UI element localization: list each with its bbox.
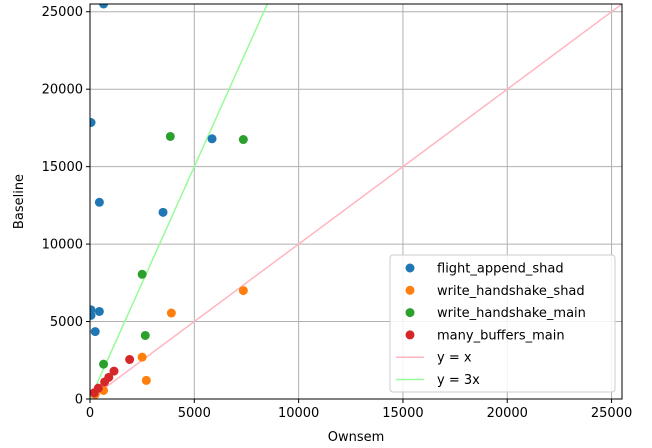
point-many_buffers_main-1 (109, 366, 119, 376)
point-write_handshake_main-0 (165, 131, 175, 141)
legend-marker-flight_append_shad (405, 263, 415, 273)
point-write_handshake_main-1 (238, 135, 248, 145)
legend-marker-write_handshake_shad (405, 285, 415, 295)
x-tick-label-3: 15000 (382, 406, 423, 421)
legend-marker-many_buffers_main (405, 330, 415, 340)
y-axis-label: Baseline (12, 174, 27, 229)
legend-label-line-2: y = 3x (437, 373, 480, 388)
y-tick-label-5: 25000 (42, 5, 83, 20)
x-axis-ticks: 0 5000 10000 15000 20000 25000 (86, 399, 632, 421)
point-flight_append_shad-1 (90, 118, 96, 127)
data-points (90, 4, 248, 399)
point-many_buffers_main-5 (90, 388, 99, 398)
point-write_handshake_shad-2 (137, 352, 147, 362)
x-tick-label-0: 0 (86, 406, 94, 421)
point-write_handshake_shad-0 (238, 286, 248, 296)
legend-marker-write_handshake_main (405, 308, 415, 318)
x-tick-label-4: 20000 (487, 406, 528, 421)
reference-lines (90, 4, 622, 399)
legend-label-write_handshake_main: write_handshake_main (437, 306, 586, 321)
point-write_handshake_main-3 (140, 330, 150, 340)
x-tick-label-2: 10000 (278, 406, 319, 421)
y-tick-label-0: 0 (75, 393, 83, 408)
point-write_handshake_main-4 (99, 359, 109, 369)
y-axis-ticks: 0 5000 10000 15000 20000 25000 (42, 5, 90, 408)
y-tick-label-2: 10000 (42, 238, 83, 253)
point-write_handshake_shad-3 (141, 375, 151, 385)
x-tick-label-1: 5000 (178, 406, 211, 421)
plot-frame (89, 3, 623, 400)
reference-line-1 (90, 4, 622, 399)
x-tick-label-5: 25000 (591, 406, 632, 421)
point-flight_append_shad-2 (207, 134, 217, 144)
x-axis-label: Ownsem (328, 430, 385, 445)
point-flight_append_shad-4 (158, 207, 168, 217)
point-write_handshake_main-2 (137, 269, 147, 279)
reference-line-2 (90, 4, 269, 399)
legend-label-flight_append_shad: flight_append_shad (437, 262, 564, 277)
point-many_buffers_main-0 (125, 355, 135, 364)
legend: flight_append_shad write_handshake_shadwr… (389, 254, 616, 393)
point-flight_append_shad-7 (90, 327, 100, 337)
legend-label-line-1: y = x (437, 351, 472, 366)
point-flight_append_shad-0 (99, 4, 109, 9)
point-write_handshake_shad-1 (166, 308, 176, 318)
y-tick-label-3: 15000 (42, 160, 83, 175)
point-flight_append_shad-3 (94, 197, 104, 207)
legend-box (389, 254, 616, 393)
point-many_buffers_main-3 (100, 377, 110, 387)
y-tick-label-4: 20000 (42, 83, 83, 98)
legend-label-write_handshake_shad: write_handshake_shad (437, 284, 585, 299)
y-tick-label-1: 5000 (50, 315, 83, 330)
point-flight_append_shad-6 (94, 306, 104, 316)
point-flight_append_shad-8 (90, 310, 96, 320)
legend-label-many_buffers_main: many_buffers_main (437, 328, 565, 343)
